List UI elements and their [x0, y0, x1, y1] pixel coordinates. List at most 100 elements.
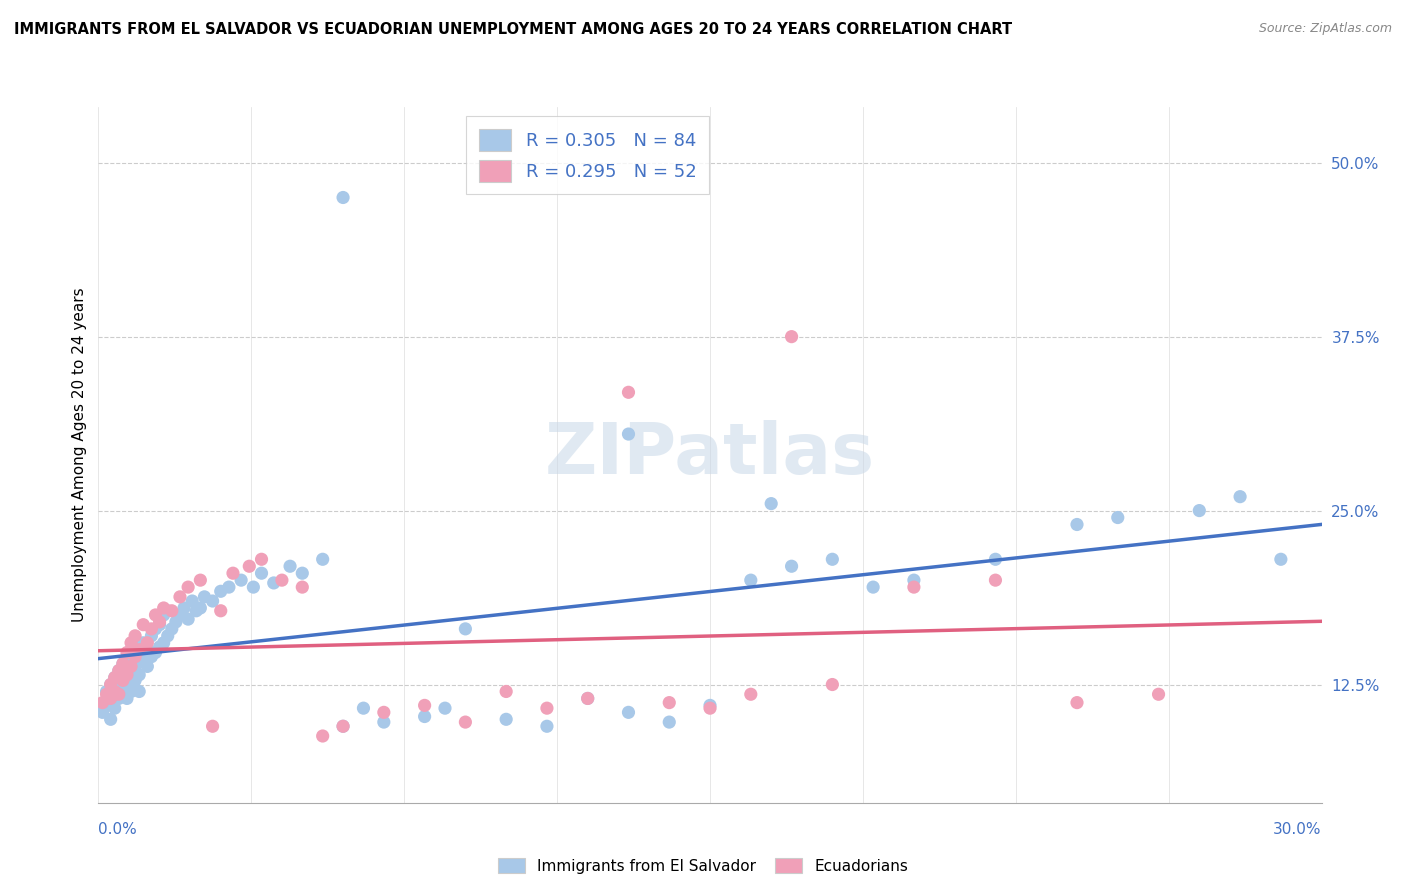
Point [108, 681, 131, 696]
Point [231, 573, 253, 587]
Point [169, 590, 191, 604]
Point [136, 642, 159, 657]
Point [903, 580, 925, 594]
Point [124, 629, 146, 643]
Point [242, 580, 264, 594]
Point [136, 636, 159, 650]
Point [156, 629, 179, 643]
Point [124, 673, 146, 688]
Point [201, 594, 224, 608]
Point [576, 691, 599, 706]
Legend: Immigrants from El Salvador, Ecuadorians: Immigrants from El Salvador, Ecuadorians [492, 852, 914, 880]
Point [495, 684, 517, 698]
Point [209, 584, 232, 599]
Point [352, 701, 374, 715]
Point [434, 701, 457, 715]
Point [984, 552, 1007, 566]
Point [160, 604, 183, 618]
Point [145, 646, 167, 660]
Point [454, 622, 477, 636]
Point [141, 629, 163, 643]
Point [291, 566, 314, 581]
Point [100, 677, 122, 691]
Point [128, 667, 150, 681]
Point [373, 706, 395, 720]
Point [617, 706, 640, 720]
Point [312, 552, 335, 566]
Point [238, 559, 260, 574]
Point [373, 715, 395, 730]
Point [160, 622, 183, 636]
Text: 0.0%: 0.0% [98, 822, 138, 837]
Point [128, 642, 150, 657]
Point [141, 649, 163, 664]
Point [250, 566, 273, 581]
Point [149, 640, 172, 654]
Point [984, 573, 1007, 587]
Point [120, 649, 142, 664]
Point [108, 691, 131, 706]
Point [193, 590, 215, 604]
Point [124, 659, 146, 673]
Point [111, 657, 134, 671]
Point [108, 687, 131, 701]
Point [128, 684, 150, 698]
Point [108, 664, 131, 678]
Point [332, 719, 354, 733]
Point [104, 671, 127, 685]
Point [152, 601, 174, 615]
Point [104, 684, 127, 698]
Point [536, 719, 558, 733]
Point [181, 594, 204, 608]
Point [100, 691, 122, 706]
Point [104, 671, 127, 685]
Point [658, 696, 681, 710]
Point [332, 719, 354, 733]
Point [699, 701, 721, 715]
Point [201, 719, 224, 733]
Point [658, 715, 681, 730]
Point [454, 715, 477, 730]
Text: Source: ZipAtlas.com: Source: ZipAtlas.com [1258, 22, 1392, 36]
Point [291, 580, 314, 594]
Point [312, 729, 335, 743]
Point [536, 701, 558, 715]
Point [120, 684, 142, 698]
Point [1229, 490, 1251, 504]
Point [96, 684, 118, 698]
Point [250, 552, 273, 566]
Point [1066, 517, 1088, 532]
Point [108, 664, 131, 678]
Point [218, 580, 240, 594]
Point [188, 573, 212, 587]
Point [617, 427, 640, 442]
Point [780, 559, 803, 574]
Point [165, 615, 187, 629]
Point [152, 636, 174, 650]
Point [91, 706, 114, 720]
Text: IMMIGRANTS FROM EL SALVADOR VS ECUADORIAN UNEMPLOYMENT AMONG AGES 20 TO 24 YEARS: IMMIGRANTS FROM EL SALVADOR VS ECUADORIA… [14, 22, 1012, 37]
Point [145, 607, 167, 622]
Point [136, 659, 159, 673]
Point [699, 698, 721, 713]
Point [862, 580, 884, 594]
Point [91, 696, 114, 710]
Point [209, 604, 232, 618]
Point [124, 649, 146, 664]
Point [115, 667, 138, 681]
Point [617, 385, 640, 400]
Point [1066, 696, 1088, 710]
Point [104, 701, 127, 715]
Point [495, 712, 517, 726]
Point [821, 552, 844, 566]
Point [332, 190, 354, 204]
Point [278, 559, 301, 574]
Point [141, 622, 163, 636]
Point [104, 687, 127, 701]
Point [780, 329, 803, 343]
Text: ZIPatlas: ZIPatlas [546, 420, 875, 490]
Point [169, 607, 191, 622]
Point [740, 687, 762, 701]
Point [1188, 503, 1211, 517]
Point [152, 607, 174, 622]
